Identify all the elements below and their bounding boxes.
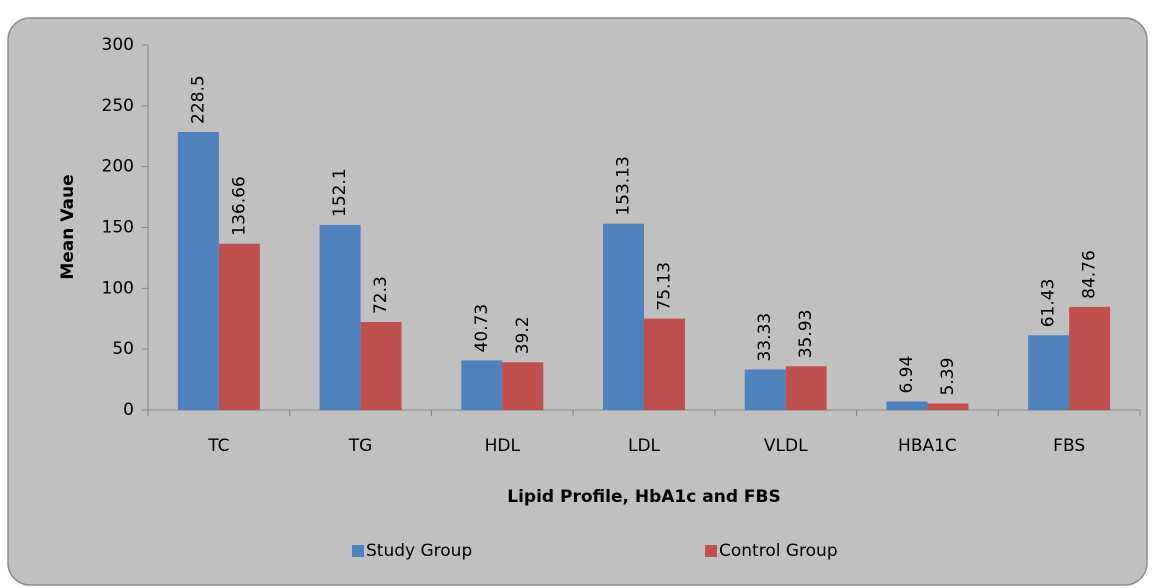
data-label: 35.93	[796, 310, 816, 359]
bar	[603, 223, 644, 410]
bar	[461, 360, 503, 410]
x-tick-label: VLDL	[764, 436, 808, 456]
legend-label: Study Group	[366, 541, 472, 561]
data-label: 40.73	[472, 304, 492, 353]
x-axis-title: Lipid Profile, HbA1c and FBS	[507, 487, 780, 507]
data-label: 39.2	[513, 316, 533, 354]
data-label: 152.1	[330, 168, 350, 217]
data-label: 33.33	[755, 313, 775, 362]
x-tick-label: LDL	[628, 436, 661, 456]
bar	[785, 366, 827, 410]
bar	[218, 243, 260, 410]
bar	[927, 403, 969, 410]
bar	[1028, 335, 1070, 410]
x-tick-label: TC	[207, 436, 229, 456]
data-label: 75.13	[655, 262, 675, 311]
bar	[319, 224, 361, 410]
legend-swatch	[352, 545, 364, 557]
bar	[644, 318, 685, 410]
bar	[177, 131, 219, 410]
bar	[360, 322, 402, 410]
bar	[1069, 306, 1111, 410]
x-tick-label: HBA1C	[898, 436, 957, 456]
bar	[886, 401, 928, 410]
data-label: 84.76	[1080, 250, 1100, 299]
y-tick-label: 200	[102, 157, 134, 177]
legend-label: Control Group	[719, 541, 838, 561]
data-label: 5.39	[938, 358, 958, 396]
bar	[744, 369, 786, 410]
y-axis-title: Mean Vaue	[58, 174, 78, 279]
y-tick-label: 100	[102, 278, 134, 298]
x-tick-label: FBS	[1053, 436, 1085, 456]
x-tick-label: HDL	[485, 436, 521, 456]
data-label: 6.94	[897, 356, 917, 394]
y-tick-label: 150	[102, 218, 134, 238]
y-tick-label: 50	[112, 339, 134, 359]
y-tick-label: 250	[102, 96, 134, 116]
legend-swatch	[705, 545, 717, 557]
data-label: 72.3	[371, 276, 391, 314]
data-label: 136.66	[229, 176, 249, 235]
data-label: 153.13	[614, 156, 634, 215]
chart-frame	[7, 17, 1148, 586]
bar	[502, 362, 544, 410]
data-label: 228.5	[188, 75, 208, 124]
x-tick-label: TG	[348, 436, 373, 456]
y-tick-label: 300	[102, 35, 134, 55]
y-tick-label: 0	[123, 400, 134, 420]
data-label: 61.43	[1039, 279, 1059, 328]
